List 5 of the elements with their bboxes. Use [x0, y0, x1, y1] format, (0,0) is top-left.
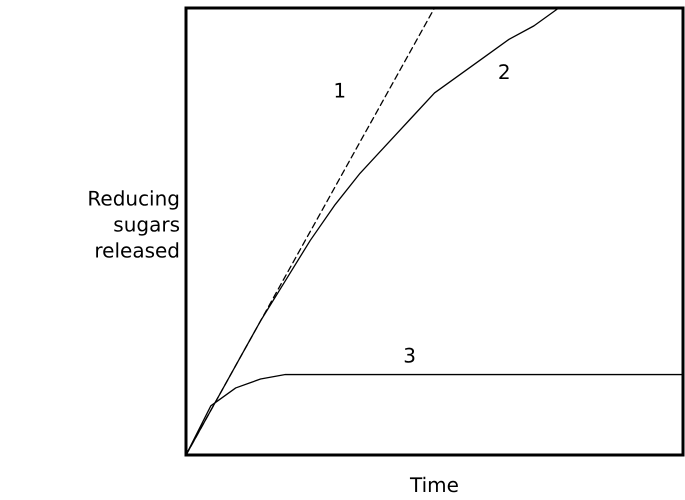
series-label: 2: [498, 60, 511, 84]
x-axis-title: Time: [409, 473, 459, 497]
series-label: 3: [403, 344, 416, 368]
series-label: 1: [333, 78, 346, 102]
y-axis-title: Reducing sugars released: [87, 186, 180, 262]
